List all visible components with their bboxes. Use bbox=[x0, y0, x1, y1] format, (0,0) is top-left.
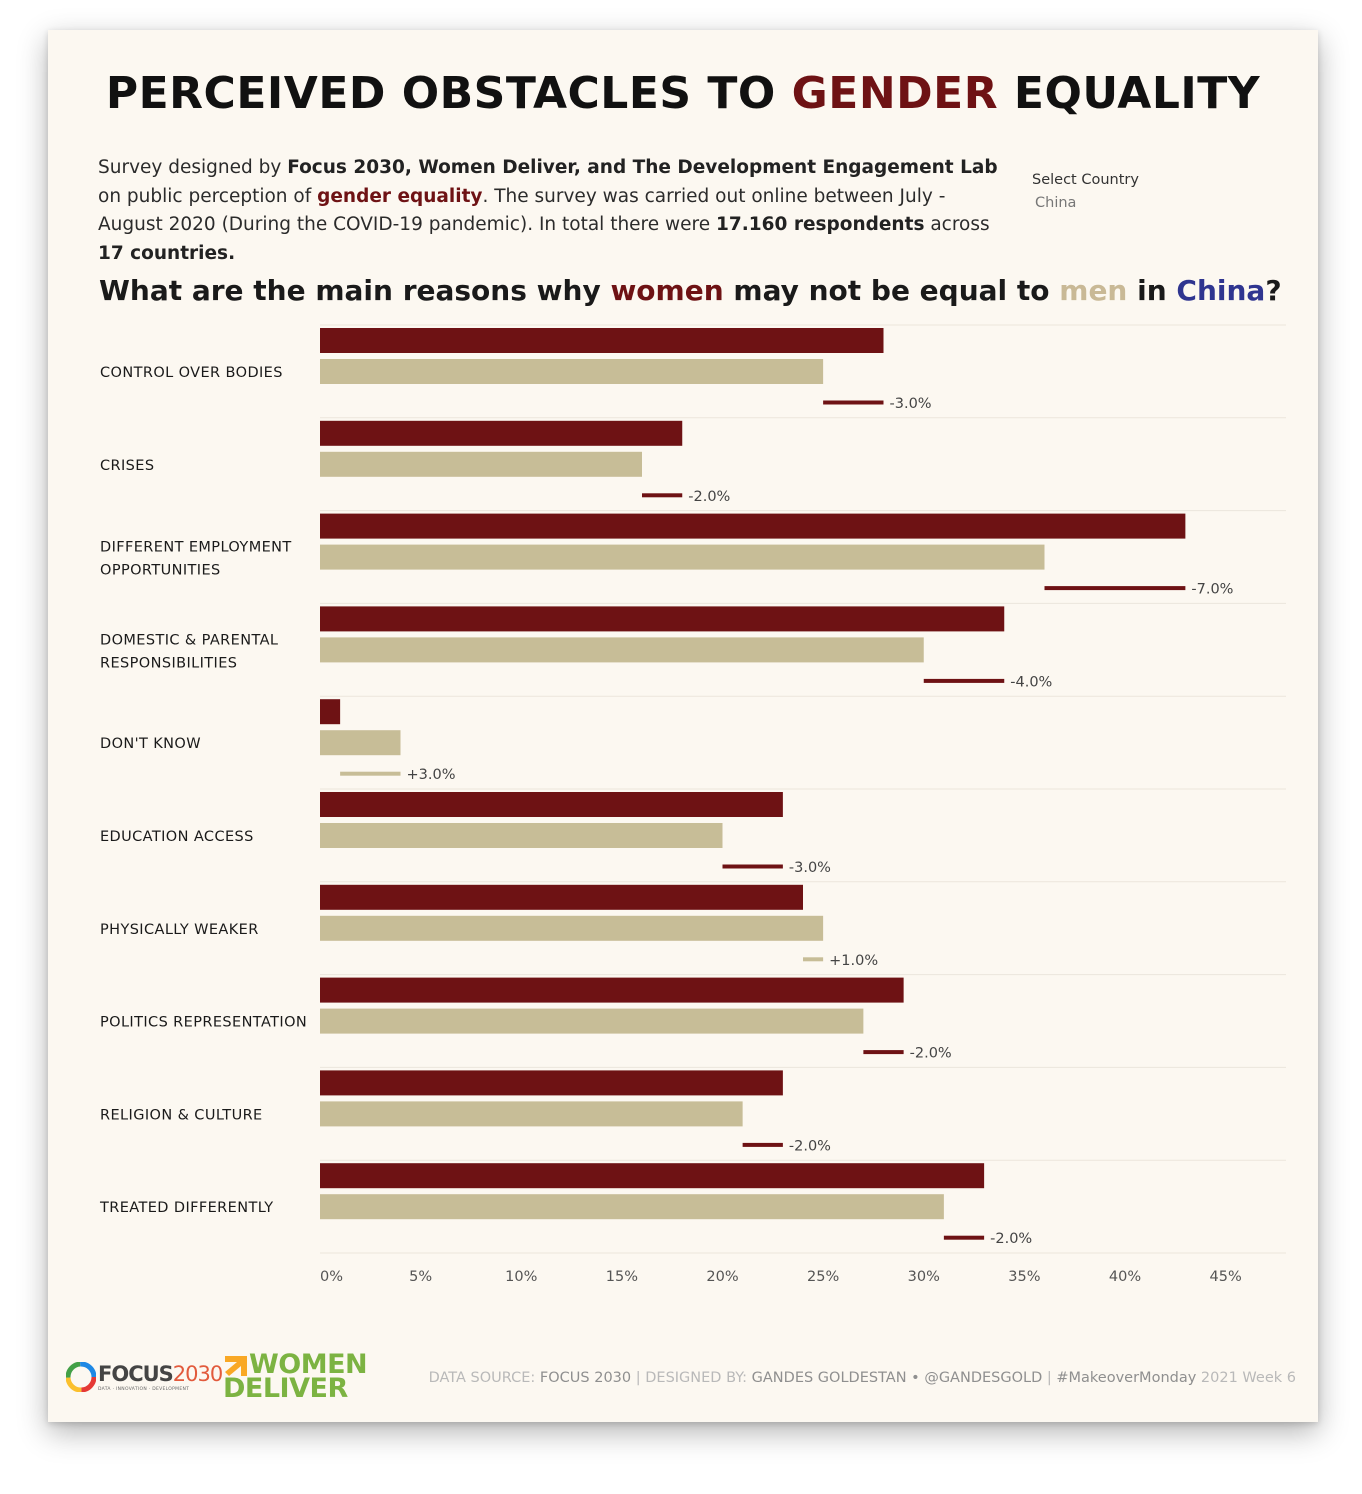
x-tick-label: 35% bbox=[1008, 1269, 1040, 1285]
category-label: EDUCATION ACCESS bbox=[100, 829, 254, 845]
difference-label: -2.0% bbox=[910, 1046, 952, 1062]
bar-women bbox=[320, 792, 783, 817]
bar-men bbox=[320, 915, 824, 941]
x-tick-label: 10% bbox=[505, 1269, 537, 1285]
bar-men bbox=[320, 1008, 864, 1034]
bar-men bbox=[320, 1194, 944, 1220]
bar-men bbox=[320, 359, 824, 384]
difference-label: -2.0% bbox=[688, 489, 730, 505]
category-label: TREATED DIFFERENTLY bbox=[99, 1200, 274, 1216]
difference-marker bbox=[642, 493, 683, 498]
difference-label: -2.0% bbox=[990, 1231, 1032, 1247]
bar-men bbox=[320, 823, 723, 848]
difference-marker bbox=[823, 400, 884, 405]
difference-marker bbox=[943, 1235, 985, 1240]
x-tick-label: 5% bbox=[409, 1269, 432, 1285]
focus2030-logo-icon bbox=[66, 1362, 96, 1392]
category-label: CONTROL OVER BODIES bbox=[100, 365, 283, 381]
page-title: PERCEIVED OBSTACLES TO GENDER EQUALITY bbox=[105, 68, 1261, 119]
difference-label: -7.0% bbox=[1191, 582, 1233, 598]
bar-women bbox=[320, 513, 1186, 539]
difference-marker bbox=[923, 678, 1005, 683]
intro-text: Survey designed by Focus 2030, Women Del… bbox=[98, 157, 998, 264]
bar-men bbox=[320, 637, 924, 663]
bar-men bbox=[320, 730, 401, 756]
category-label: RESPONSIBILITIES bbox=[100, 655, 237, 671]
difference-marker bbox=[742, 1142, 783, 1147]
bar-men bbox=[320, 1101, 743, 1127]
x-tick-label: 45% bbox=[1210, 1269, 1242, 1285]
bar-chart: -3.0% CONTROL OVER BODIES -2.0% CRISES -7.0%… bbox=[99, 324, 1286, 1285]
category-label: RELIGION & CULTURE bbox=[100, 1107, 263, 1123]
bar-women bbox=[320, 328, 884, 353]
bar-women bbox=[320, 699, 341, 725]
category-label: DIFFERENT EMPLOYMENT bbox=[100, 540, 292, 556]
difference-marker bbox=[340, 771, 401, 776]
bar-women bbox=[320, 1163, 985, 1189]
legend-men: men bbox=[1059, 274, 1128, 307]
difference-marker bbox=[1044, 586, 1186, 591]
difference-label: -3.0% bbox=[890, 396, 932, 412]
category-label: DON'T KNOW bbox=[100, 736, 201, 752]
chart-question: What are the main reasons why women may … bbox=[99, 274, 1282, 307]
x-tick-label: 25% bbox=[807, 1269, 839, 1285]
category-label: CRISES bbox=[100, 458, 154, 474]
difference-label: -4.0% bbox=[1010, 674, 1052, 690]
x-tick-label: 0% bbox=[320, 1269, 343, 1285]
footer-credits: DATA SOURCE: FOCUS 2030 | DESIGNED BY: G… bbox=[428, 1370, 1296, 1386]
difference-marker bbox=[863, 1050, 904, 1055]
x-tick-label: 20% bbox=[706, 1269, 738, 1285]
difference-label: -2.0% bbox=[789, 1138, 831, 1154]
x-tick-label: 15% bbox=[606, 1269, 638, 1285]
difference-marker bbox=[803, 957, 824, 962]
title-accent: GENDER bbox=[791, 68, 999, 119]
difference-label: -3.0% bbox=[789, 860, 831, 876]
bar-men bbox=[320, 544, 1045, 570]
difference-label: +3.0% bbox=[407, 767, 456, 783]
bar-men bbox=[320, 451, 642, 477]
bar-women bbox=[320, 606, 1005, 632]
legend-women: women bbox=[610, 274, 724, 307]
women-deliver-arrow-icon bbox=[225, 1356, 247, 1376]
difference-label: +1.0% bbox=[829, 953, 878, 969]
bar-women bbox=[320, 977, 904, 1003]
category-label: DOMESTIC & PARENTAL bbox=[100, 632, 278, 648]
focus2030-logo: FOCUS2030 DATA · INNOVATION · DEVELOPMEN… bbox=[66, 1360, 223, 1400]
category-label: PHYSICALLY WEAKER bbox=[100, 922, 259, 938]
category-label: OPPORTUNITIES bbox=[100, 563, 221, 579]
country-filter-label: Select Country bbox=[1032, 172, 1139, 188]
category-label: POLITICS REPRESENTATION bbox=[100, 1015, 307, 1031]
dashboard-card: PERCEIVED OBSTACLES TO GENDER EQUALITY S… bbox=[48, 30, 1318, 1422]
difference-marker bbox=[722, 864, 783, 869]
bar-women bbox=[320, 884, 803, 910]
bar-women bbox=[320, 1070, 783, 1096]
women-deliver-logo: WOMEN DELIVER bbox=[223, 1349, 368, 1404]
x-tick-label: 30% bbox=[908, 1269, 940, 1285]
bar-women bbox=[320, 420, 683, 446]
question-country: China bbox=[1176, 274, 1266, 307]
country-filter-select[interactable]: China bbox=[1035, 195, 1077, 211]
x-tick-label: 40% bbox=[1109, 1269, 1141, 1285]
